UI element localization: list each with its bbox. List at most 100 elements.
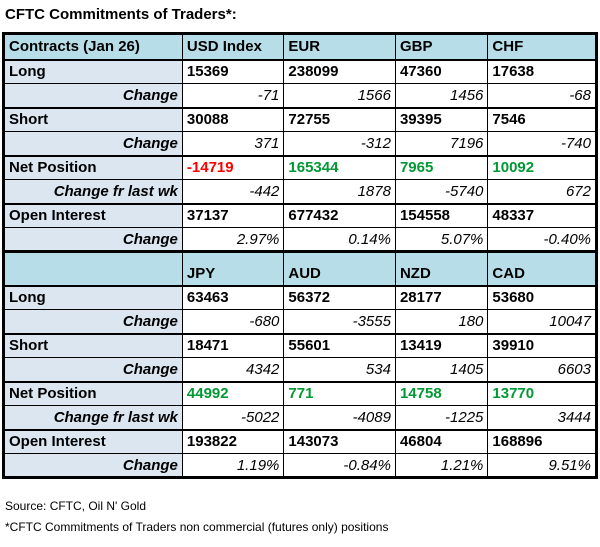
- source-note: Source: CFTC, Oil N' Gold: [5, 499, 146, 513]
- cell-value: 28177: [394, 285, 489, 310]
- cell-value: 168896: [487, 428, 597, 454]
- cell-value: 143073: [283, 428, 396, 454]
- cell-value: 6603: [487, 357, 597, 382]
- table-row-change: Change 1.19% -0.84% 1.21% 9.51%: [3, 453, 597, 478]
- cot-table: Contracts (Jan 26) USD Index EUR GBP CHF Long…: [2, 32, 598, 479]
- row-label: Open Interest: [3, 202, 183, 228]
- cell-value: 3444: [487, 405, 597, 430]
- row-label: Change: [3, 357, 183, 382]
- cell-value: -0.84%: [283, 453, 396, 478]
- cell-value: 165344: [283, 154, 396, 180]
- cell-value: 7965: [394, 154, 489, 180]
- cell-value: 30088: [181, 106, 285, 132]
- row-label: Net Position: [3, 380, 183, 406]
- table-row-net-position: Net Position 44992 771 14758 13770: [3, 380, 597, 406]
- cell-value: 55601: [283, 332, 396, 358]
- row-label: Change fr last wk: [3, 405, 183, 430]
- cell-value: -3555: [283, 309, 396, 334]
- cell-value: -442: [181, 179, 285, 204]
- column-header-aud: AUD: [283, 250, 396, 287]
- row-label: Change: [3, 131, 183, 156]
- table-row-long: Long 15369 238099 47360 17638: [3, 59, 597, 84]
- cell-value: 7546: [487, 106, 597, 132]
- cell-value: -680: [181, 309, 285, 334]
- row-label: Change: [3, 309, 183, 334]
- cell-value: -5740: [394, 179, 489, 204]
- table-row-short: Short 30088 72755 39395 7546: [3, 106, 597, 132]
- cell-value: 48337: [487, 202, 597, 228]
- row-label: Change: [3, 453, 183, 478]
- cell-value: 72755: [283, 106, 396, 132]
- column-header-gbp: GBP: [394, 33, 489, 61]
- column-header-nzd: NZD: [394, 250, 489, 287]
- table-row-long: Long 63463 56372 28177 53680: [3, 285, 597, 310]
- cell-value: 534: [283, 357, 396, 382]
- row-label: Short: [3, 332, 183, 358]
- cell-value: 0.14%: [283, 227, 396, 252]
- cell-value: 13770: [487, 380, 597, 406]
- table-row-change: Change 2.97% 0.14% 5.07% -0.40%: [3, 227, 597, 252]
- column-header-eur: EUR: [283, 33, 396, 61]
- cell-value: 1405: [394, 357, 489, 382]
- cell-value: 14758: [394, 380, 489, 406]
- cell-value: -14719: [181, 154, 285, 180]
- cell-value: 53680: [487, 285, 597, 310]
- table-row-change-fr-last-wk: Change fr last wk -442 1878 -5740 672: [3, 179, 597, 204]
- cell-value: 9.51%: [487, 453, 597, 478]
- cell-value: 771: [283, 380, 396, 406]
- cell-value: -4089: [283, 405, 396, 430]
- table-row-net-position: Net Position -14719 165344 7965 10092: [3, 154, 597, 180]
- cell-value: 1.19%: [181, 453, 285, 478]
- row-label: Long: [3, 59, 183, 84]
- cell-value: 18471: [181, 332, 285, 358]
- cell-value: 44992: [181, 380, 285, 406]
- cell-value: 46804: [394, 428, 489, 454]
- cell-value: 1878: [283, 179, 396, 204]
- column-header-chf: CHF: [487, 33, 597, 61]
- corner-header: [3, 250, 183, 287]
- cell-value: 238099: [283, 59, 396, 84]
- cell-value: -1225: [394, 405, 489, 430]
- table-row-short: Short 18471 55601 13419 39910: [3, 332, 597, 358]
- column-header-jpy: JPY: [181, 250, 285, 287]
- cell-value: 56372: [283, 285, 396, 310]
- corner-header: Contracts (Jan 26): [3, 33, 183, 61]
- cell-value: 15369: [181, 59, 285, 84]
- row-label: Change: [3, 227, 183, 252]
- cell-value: 39910: [487, 332, 597, 358]
- table-row-change: Change -680 -3555 180 10047: [3, 309, 597, 334]
- cell-value: 677432: [283, 202, 396, 228]
- cell-value: 10092: [487, 154, 597, 180]
- row-label: Change: [3, 83, 183, 108]
- footnote: *CFTC Commitments of Traders non commerc…: [5, 520, 389, 534]
- cell-value: -312: [283, 131, 396, 156]
- cell-value: 7196: [394, 131, 489, 156]
- row-label: Long: [3, 285, 183, 310]
- cell-value: 4342: [181, 357, 285, 382]
- column-header-usd-index: USD Index: [181, 33, 285, 61]
- cell-value: 13419: [394, 332, 489, 358]
- row-label: Open Interest: [3, 428, 183, 454]
- cell-value: 5.07%: [394, 227, 489, 252]
- table-row-open-interest: Open Interest 37137 677432 154558 48337: [3, 202, 597, 228]
- cell-value: 39395: [394, 106, 489, 132]
- cell-value: 37137: [181, 202, 285, 228]
- cell-value: 10047: [487, 309, 597, 334]
- cell-value: -740: [487, 131, 597, 156]
- table-row-change: Change 4342 534 1405 6603: [3, 357, 597, 382]
- cell-value: 193822: [181, 428, 285, 454]
- cell-value: -71: [181, 83, 285, 108]
- page-title: CFTC Commitments of Traders*:: [5, 6, 237, 23]
- cell-value: 371: [181, 131, 285, 156]
- row-label: Short: [3, 106, 183, 132]
- column-header-cad: CAD: [487, 250, 597, 287]
- cell-value: 154558: [394, 202, 489, 228]
- footer: Source: CFTC, Oil N' Gold *CFTC Commitme…: [5, 496, 598, 538]
- cell-value: 1456: [394, 83, 489, 108]
- table-row-change-fr-last-wk: Change fr last wk -5022 -4089 -1225 3444: [3, 405, 597, 430]
- table-row-change: Change -71 1566 1456 -68: [3, 83, 597, 108]
- cell-value: 1.21%: [394, 453, 489, 478]
- cell-value: 672: [487, 179, 597, 204]
- cell-value: -0.40%: [487, 227, 597, 252]
